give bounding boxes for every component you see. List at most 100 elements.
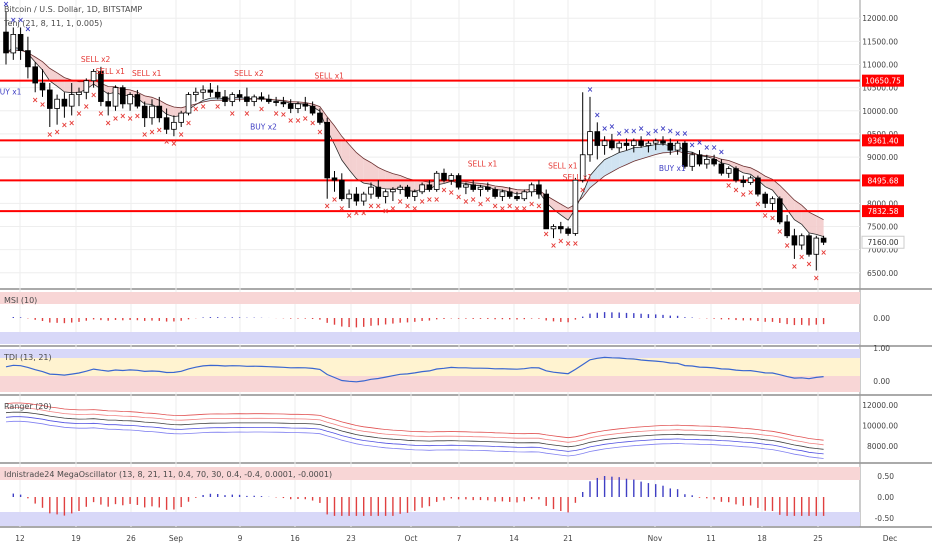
candle-body[interactable] xyxy=(54,98,60,109)
candle-body[interactable] xyxy=(791,235,798,246)
candle-body[interactable] xyxy=(725,168,732,174)
candle-body[interactable] xyxy=(397,186,403,190)
candle-body[interactable] xyxy=(83,80,90,93)
candle-body[interactable] xyxy=(711,158,717,165)
candle-body[interactable] xyxy=(185,94,192,114)
candle-body[interactable] xyxy=(631,140,637,146)
candle-body[interactable] xyxy=(404,186,411,197)
candle-body[interactable] xyxy=(601,140,608,146)
candle-body[interactable] xyxy=(324,121,330,179)
candle-body[interactable] xyxy=(609,140,615,149)
candle-body[interactable] xyxy=(696,154,703,165)
candle-body[interactable] xyxy=(236,94,243,98)
candle-body[interactable] xyxy=(718,163,725,174)
candle-body[interactable] xyxy=(777,198,783,223)
candle-body[interactable] xyxy=(368,186,374,195)
candle-body[interactable] xyxy=(192,91,199,95)
candle-body[interactable] xyxy=(579,154,586,181)
candle-body[interactable] xyxy=(499,191,506,197)
candle-body[interactable] xyxy=(171,121,177,130)
ranger-line[interactable] xyxy=(5,407,824,446)
candle-body[interactable] xyxy=(120,87,126,105)
candle-body[interactable] xyxy=(572,179,579,234)
candle-body[interactable] xyxy=(550,226,557,230)
candle-body[interactable] xyxy=(244,96,250,102)
candle-body[interactable] xyxy=(411,191,418,197)
candle-body[interactable] xyxy=(689,154,695,167)
candle-body[interactable] xyxy=(558,226,564,230)
candle-body[interactable] xyxy=(740,179,747,183)
resistance-levels[interactable] xyxy=(0,79,860,213)
candle-body[interactable] xyxy=(163,117,170,130)
candle-body[interactable] xyxy=(506,191,513,197)
candle-body[interactable] xyxy=(134,94,141,107)
candle-body[interactable] xyxy=(667,142,674,151)
candle-body[interactable] xyxy=(638,140,644,146)
candle-body[interactable] xyxy=(309,105,316,114)
candle-body[interactable] xyxy=(61,98,68,107)
candle-body[interactable] xyxy=(178,112,185,123)
candle-body[interactable] xyxy=(798,235,805,246)
candle-body[interactable] xyxy=(455,175,462,188)
candle-body[interactable] xyxy=(769,198,776,204)
candle-body[interactable] xyxy=(105,101,112,107)
candle-body[interactable] xyxy=(382,191,389,197)
candle-body[interactable] xyxy=(565,228,571,234)
candle-body[interactable] xyxy=(295,103,301,109)
candle-body[interactable] xyxy=(820,237,827,243)
candle-body[interactable] xyxy=(112,87,119,107)
candle-body[interactable] xyxy=(360,193,367,202)
candle-body[interactable] xyxy=(317,112,323,123)
candle-body[interactable] xyxy=(207,89,214,93)
candle-body[interactable] xyxy=(426,184,433,190)
candle-body[interactable] xyxy=(149,105,155,119)
candle-body[interactable] xyxy=(280,102,287,105)
candle-body[interactable] xyxy=(784,221,790,237)
candle-body[interactable] xyxy=(68,94,75,107)
candle-body[interactable] xyxy=(674,142,681,151)
ranger-line[interactable] xyxy=(5,411,824,450)
candle-body[interactable] xyxy=(10,34,17,54)
candle-body[interactable] xyxy=(353,193,360,202)
candle-body[interactable] xyxy=(17,34,24,52)
candle-body[interactable] xyxy=(587,131,593,156)
candle-body[interactable] xyxy=(390,189,396,193)
candle-body[interactable] xyxy=(338,179,345,200)
candle-body[interactable] xyxy=(733,168,739,181)
candle-body[interactable] xyxy=(273,101,279,103)
candle-body[interactable] xyxy=(251,96,258,102)
candle-body[interactable] xyxy=(448,175,455,181)
candle-body[interactable] xyxy=(682,142,688,167)
candle-body[interactable] xyxy=(346,193,352,200)
candle-body[interactable] xyxy=(214,91,221,98)
ranger-line[interactable] xyxy=(5,416,824,455)
candle-body[interactable] xyxy=(463,184,469,188)
candle-body[interactable] xyxy=(3,31,9,54)
candle-body[interactable] xyxy=(375,186,382,197)
candle-body[interactable] xyxy=(660,140,666,144)
candle-body[interactable] xyxy=(528,184,535,193)
candle-body[interactable] xyxy=(265,98,272,102)
candle-body[interactable] xyxy=(543,193,549,230)
indicator-series[interactable] xyxy=(5,312,825,516)
candle-body[interactable] xyxy=(747,177,754,183)
candle-body[interactable] xyxy=(200,89,206,93)
candle-body[interactable] xyxy=(127,94,133,105)
candle-body[interactable] xyxy=(419,184,425,193)
tdi-line[interactable] xyxy=(5,356,824,383)
candle-body[interactable] xyxy=(39,82,46,91)
candle-body[interactable] xyxy=(98,71,104,102)
candlestick-series[interactable] xyxy=(3,11,827,271)
candle-body[interactable] xyxy=(492,189,498,197)
candle-body[interactable] xyxy=(25,50,31,68)
candle-body[interactable] xyxy=(813,237,820,255)
candle-body[interactable] xyxy=(477,186,484,190)
ranger-line[interactable] xyxy=(5,420,824,459)
candle-body[interactable] xyxy=(755,177,761,195)
candle-body[interactable] xyxy=(704,158,710,165)
candle-body[interactable] xyxy=(229,94,236,102)
candle-body[interactable] xyxy=(156,105,163,119)
ranger-line[interactable] xyxy=(5,402,824,441)
candle-body[interactable] xyxy=(47,89,53,109)
